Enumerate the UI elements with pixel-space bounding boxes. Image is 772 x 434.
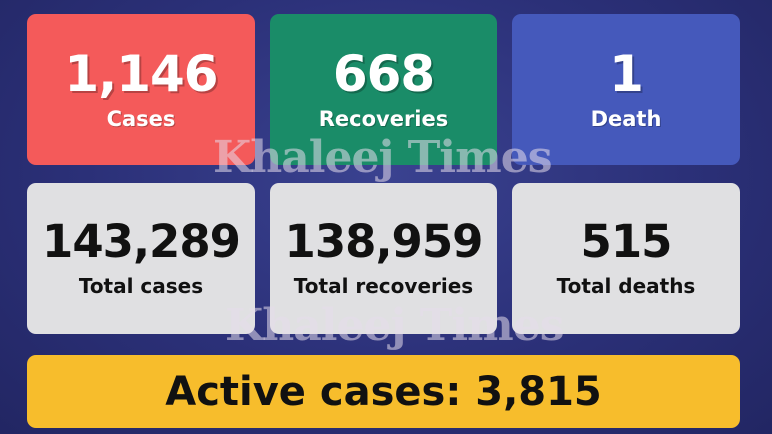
total-deaths-value: 515: [580, 215, 673, 268]
daily-cases-value: 1,146: [64, 44, 218, 103]
daily-recoveries-card: 668 Recoveries: [270, 14, 497, 165]
daily-deaths-card: 1 Death: [512, 14, 740, 165]
daily-recoveries-value: 668: [332, 44, 435, 103]
total-deaths-label: Total deaths: [556, 274, 696, 298]
total-cases-label: Total cases: [78, 274, 204, 298]
total-recoveries-card: 138,959 Total recoveries: [270, 183, 497, 334]
total-cases-card: 143,289 Total cases: [27, 183, 255, 334]
total-cases-value: 143,289: [42, 215, 241, 268]
total-deaths-card: 515 Total deaths: [512, 183, 740, 334]
total-recoveries-value: 138,959: [284, 215, 484, 268]
daily-deaths-value: 1: [609, 44, 644, 103]
daily-recoveries-label: Recoveries: [318, 106, 449, 131]
active-cases-banner: Active cases: 3,815: [27, 355, 740, 428]
total-recoveries-label: Total recoveries: [293, 274, 474, 298]
daily-cases-card: 1,146 Cases: [27, 14, 255, 165]
daily-cases-label: Cases: [106, 106, 176, 131]
daily-deaths-label: Death: [590, 106, 662, 131]
